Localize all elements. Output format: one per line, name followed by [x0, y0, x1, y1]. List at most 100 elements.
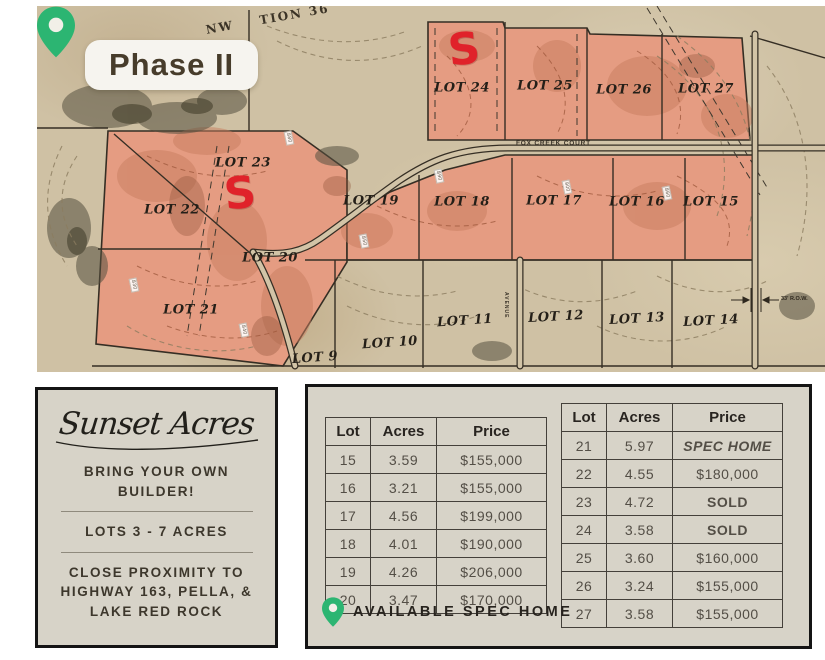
column-header: Acres — [606, 403, 673, 432]
acres-cell: 3.59 — [370, 445, 437, 474]
price-cell: $155,000 — [672, 599, 783, 628]
table-row: 22 4.55 $180,000 — [561, 459, 783, 488]
lot-cell: 25 — [561, 543, 607, 572]
table-row: 24 3.58 SOLD — [561, 515, 783, 544]
lot-cell: 24 — [561, 515, 607, 544]
phase-label-chip: Phase II — [85, 40, 259, 90]
lot-cell: 15 — [325, 445, 371, 474]
table-row: 16 3.21 $155,000 — [325, 473, 547, 502]
price-cell: $190,000 — [436, 529, 547, 558]
table-row: 23 4.72 SOLD — [561, 487, 783, 516]
info-line-acres: LOTS 3 - 7 ACRES — [85, 524, 228, 540]
sold-marker: S — [445, 22, 483, 77]
lot-cell: 27 — [561, 599, 607, 628]
price-cell: $170,000 — [436, 585, 547, 614]
price-table-lots-15-20: Lot Acres Price 15 3.59 $155,000 16 3.21 $155,0… — [325, 417, 547, 614]
plat-map-drawing — [37, 6, 825, 370]
lot-label: LOT 23 — [215, 155, 271, 171]
brand-logo: Sunset Acres — [57, 406, 256, 442]
column-header: Price — [436, 417, 547, 446]
street-label-fox-creek-court: FOX CREEK COURT — [516, 140, 591, 147]
lot-cell: 26 — [561, 571, 607, 600]
table-header-row: Lot Acres Price — [561, 403, 783, 432]
spec-home-pin-icon — [322, 597, 344, 627]
lot-label: LOT 16 — [609, 194, 665, 210]
info-panel: Sunset Acres BRING YOUR OWN BUILDER! LOT… — [35, 387, 278, 648]
lot-label: LOT 26 — [596, 82, 652, 98]
plat-map: Phase II NWTION 36 FOX CREEK COURT AVENU… — [37, 6, 825, 372]
divider — [60, 511, 253, 513]
lot-label: LOT 17 — [526, 193, 582, 209]
price-cell: $206,000 — [436, 557, 547, 586]
column-header: Acres — [370, 417, 437, 446]
acres-cell: 5.97 — [606, 431, 673, 460]
table-row: 25 3.60 $160,000 — [561, 543, 783, 572]
lot-label: LOT 9 — [291, 348, 339, 368]
phase-label: Phase II — [109, 47, 235, 82]
info-line-builder: BRING YOUR OWN BUILDER! — [83, 464, 230, 499]
acres-cell: 4.01 — [370, 529, 437, 558]
acres-cell: 4.72 — [606, 487, 673, 516]
column-header: Price — [672, 403, 783, 432]
lot-label: LOT 20 — [242, 250, 298, 266]
price-cell: SOLD — [672, 515, 783, 544]
lot-cell: 19 — [325, 557, 371, 586]
table-row: 19 4.26 $206,000 — [325, 557, 547, 586]
price-cell: SPEC HOME — [672, 431, 783, 460]
acres-cell: 4.55 — [606, 459, 673, 488]
legend-label: AVAILABLE SPEC HOME — [353, 604, 573, 620]
column-header: Lot — [561, 403, 607, 432]
acres-cell: 3.60 — [606, 543, 673, 572]
acres-cell: 3.58 — [606, 599, 673, 628]
brand-swash-flourish — [55, 439, 258, 450]
table-header-row: Lot Acres Price — [325, 417, 547, 446]
street-label-avenue: AVENUE — [503, 292, 509, 319]
acres-cell: 4.26 — [370, 557, 437, 586]
sold-marker: S — [221, 166, 259, 221]
price-cell: $180,000 — [672, 459, 783, 488]
lot-label: LOT 13 — [608, 310, 666, 328]
lot-label: LOT 19 — [343, 193, 399, 209]
spec-home-pin-icon — [37, 6, 75, 58]
row-dimension-label: 33' R.O.W. — [781, 296, 808, 302]
lot-label: LOT 25 — [517, 78, 573, 94]
lot-cell: 22 — [561, 459, 607, 488]
price-tables-panel: Lot Acres Price 15 3.59 $155,000 16 3.21 $155,0… — [305, 384, 812, 649]
lot-cell: 21 — [561, 431, 607, 460]
table-row: 18 4.01 $190,000 — [325, 529, 547, 558]
acres-cell: 3.24 — [606, 571, 673, 600]
price-cell: $160,000 — [672, 543, 783, 572]
lot-label: LOT 24 — [434, 80, 490, 96]
price-cell: $199,000 — [436, 501, 547, 530]
lot-cell: 17 — [325, 501, 371, 530]
lot-label: LOT 12 — [527, 308, 585, 326]
lot-label: LOT 15 — [683, 194, 739, 210]
price-cell: SOLD — [672, 487, 783, 516]
lot-label: LOT 22 — [144, 202, 200, 218]
lot-label: LOT 14 — [682, 312, 740, 330]
lot-cell: 23 — [561, 487, 607, 516]
acres-cell: 4.56 — [370, 501, 437, 530]
info-line-proximity: CLOSE PROXIMITY TO HIGHWAY 163, PELLA, &… — [60, 564, 253, 619]
acres-cell: 3.47 — [370, 585, 437, 614]
table-row: 15 3.59 $155,000 — [325, 445, 547, 474]
divider — [60, 551, 253, 553]
table-row: 17 4.56 $199,000 — [325, 501, 547, 530]
table-row: 21 5.97 SPEC HOME — [561, 431, 783, 460]
acres-cell: 3.21 — [370, 473, 437, 502]
table-row: 27 3.58 $155,000 — [561, 599, 783, 628]
column-header: Lot — [325, 417, 371, 446]
price-cell: $155,000 — [436, 445, 547, 474]
legend-available-spec-home: AVAILABLE SPEC HOME — [322, 597, 572, 627]
price-cell: $155,000 — [672, 571, 783, 600]
price-table-lots-21-27: Lot Acres Price 21 5.97 SPEC HOME 22 4.55 $180,… — [561, 403, 783, 628]
lot-cell: 16 — [325, 473, 371, 502]
acres-cell: 3.58 — [606, 515, 673, 544]
lot-label: LOT 18 — [434, 194, 490, 210]
table-row: 20 3.47 $170,000 — [325, 585, 547, 614]
lot-label: LOT 27 — [678, 81, 734, 97]
lot-cell: 18 — [325, 529, 371, 558]
price-cell: $155,000 — [436, 473, 547, 502]
table-row: 26 3.24 $155,000 — [561, 571, 783, 600]
lot-label: LOT 21 — [163, 302, 219, 318]
